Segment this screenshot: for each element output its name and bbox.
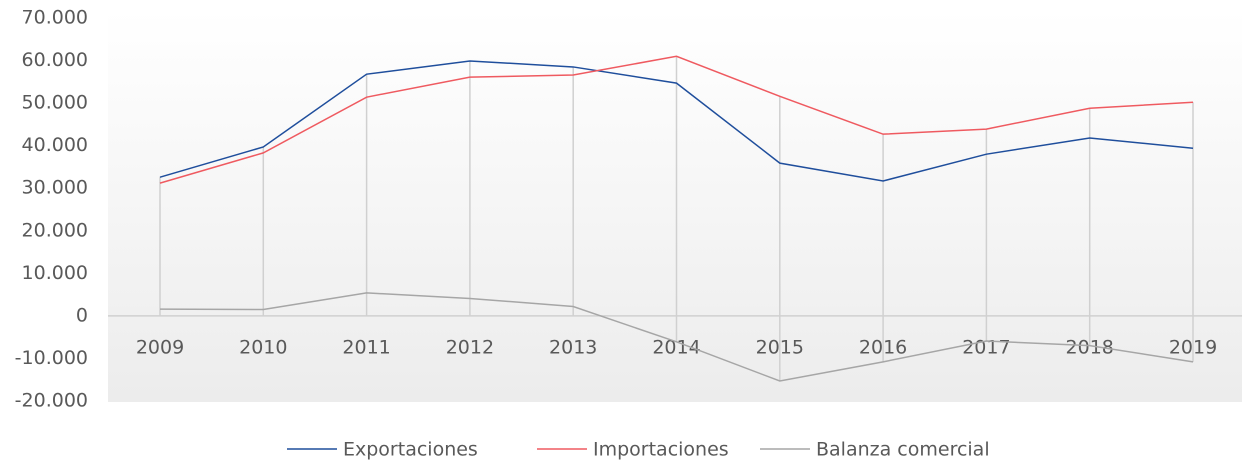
- y-tick-label: 40.000: [22, 134, 88, 156]
- y-tick-label: 70.000: [22, 7, 88, 29]
- series-line: [159, 60, 1194, 182]
- legend-label: Importaciones: [593, 439, 729, 461]
- legend-label: Balanza comercial: [816, 439, 990, 461]
- x-tick-label: 2018: [1066, 337, 1114, 359]
- y-tick-label: 60.000: [22, 49, 88, 71]
- x-tick-label: 2010: [239, 337, 287, 359]
- y-tick-label: 0: [76, 304, 88, 326]
- legend-label: Exportaciones: [343, 439, 478, 461]
- y-tick-label: 20.000: [22, 219, 88, 241]
- x-tick-label: 2013: [549, 337, 597, 359]
- x-tick-label: 2012: [446, 337, 494, 359]
- x-tick-label: 2016: [859, 337, 907, 359]
- series-line: [159, 292, 1194, 382]
- y-tick-label: -10.000: [15, 347, 88, 369]
- y-tick-label: 10.000: [22, 262, 88, 284]
- plot-background: [108, 10, 1242, 402]
- x-tick-label: 2009: [136, 337, 184, 359]
- x-tick-label: 2017: [962, 337, 1010, 359]
- x-tick-label: 2015: [756, 337, 804, 359]
- x-tick-label: 2019: [1169, 337, 1217, 359]
- y-tick-label: -20.000: [15, 390, 88, 412]
- series-line: [159, 55, 1194, 184]
- x-tick-label: 2011: [342, 337, 390, 359]
- y-tick-label: 50.000: [22, 92, 88, 114]
- x-tick-label: 2014: [652, 337, 700, 359]
- y-tick-label: 30.000: [22, 177, 88, 199]
